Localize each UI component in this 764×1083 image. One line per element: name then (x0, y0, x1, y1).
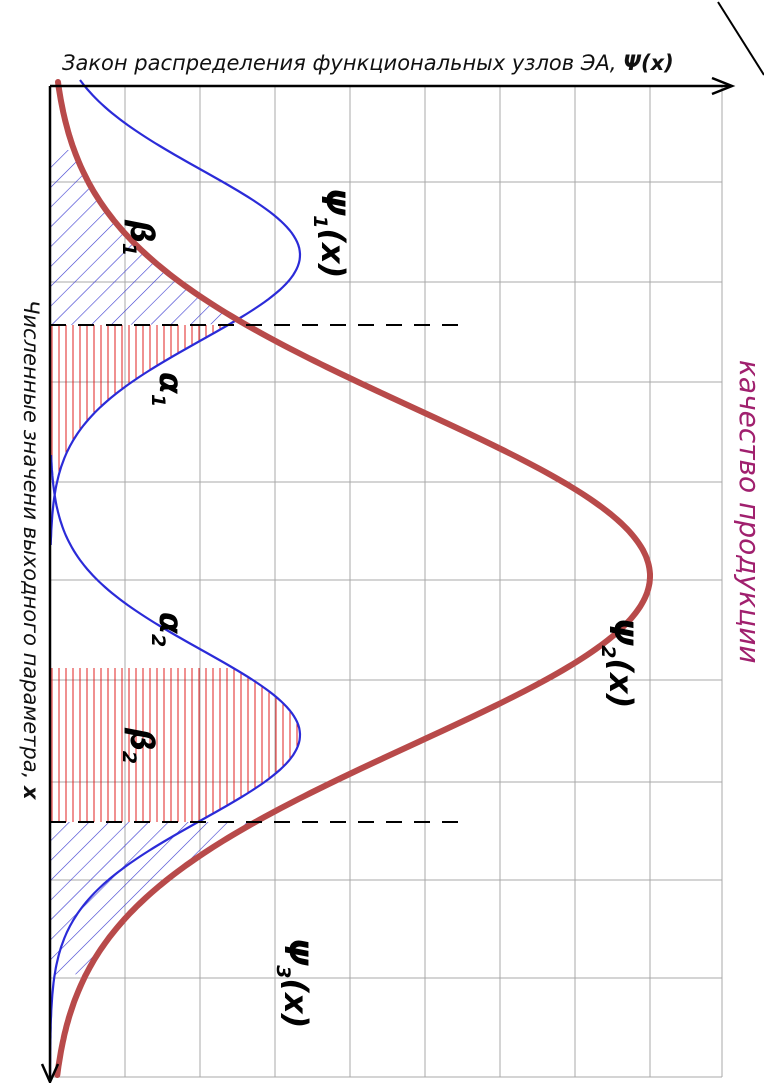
side-label: качество продукции (733, 360, 764, 664)
psi1-label: Ψ1(x) (309, 188, 352, 278)
alpha2-hatched-region (50, 668, 300, 822)
psi3-label: Ψ3(x) (272, 938, 315, 1028)
y-axis-arrow-icon (711, 76, 736, 96)
x-axis-arrow-icon (40, 1063, 60, 1083)
psi1-curve (49, 79, 302, 546)
alpha1-label: α1 (147, 372, 190, 407)
beta2-label: β2 (118, 727, 161, 764)
psi2-label: Ψ2(x) (597, 618, 640, 708)
alpha2-label: α2 (147, 612, 190, 647)
corner-diagonal-line (717, 1, 764, 76)
beta2-hatched-region (50, 822, 256, 975)
beta1-label: β1 (118, 219, 161, 256)
x-axis-title: Численные значени выходного параметра, x (19, 300, 43, 801)
beta1-hatched-region (50, 150, 245, 325)
alpha1-hatched-region (50, 325, 229, 480)
psi2-curve (54, 79, 653, 1078)
psi3-curve (49, 454, 302, 1076)
y-axis-title: Закон распределения функциональных узлов… (62, 51, 674, 75)
